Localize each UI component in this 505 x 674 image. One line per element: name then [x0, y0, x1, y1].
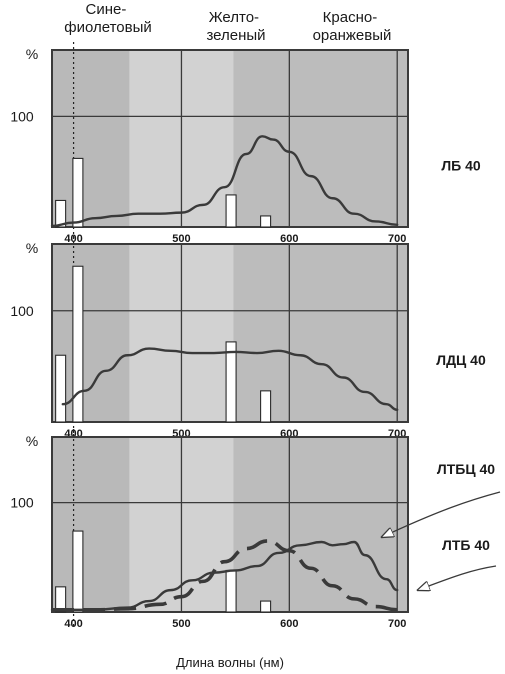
band-label-red: Красно- оранжевый	[313, 9, 392, 44]
chart-panel-3: % 100 400 500 600 700 ЛТБЦ 40 ЛТБ 40	[10, 429, 495, 630]
band-violet	[52, 50, 130, 227]
spectrum-curve	[50, 540, 399, 612]
emission-bar	[55, 199, 67, 228]
lamp-label: ЛТБЦ 40	[437, 461, 495, 477]
band-label-green-line2: зеленый	[206, 27, 265, 44]
band-label-green-line1: Желто-	[209, 9, 259, 26]
y-tick-label: 100	[10, 108, 34, 124]
band-red	[233, 50, 408, 227]
y-axis-label: %	[26, 46, 38, 62]
band-label-violet-line1: Сине-	[85, 1, 126, 18]
x-tick-label: 400	[64, 618, 82, 630]
leader-arrow-ltbc	[382, 491, 501, 537]
band-label-red-line1: Красно-	[323, 9, 378, 26]
emission-bar	[72, 530, 84, 613]
y-axis-label: %	[26, 240, 38, 256]
emission-bar	[225, 569, 237, 613]
y-tick-label: 100	[10, 495, 34, 511]
y-axis-label: %	[26, 433, 38, 449]
emission-bar	[72, 157, 84, 228]
band-label-violet-line2: фиолетовый	[64, 19, 152, 36]
emission-bar	[72, 265, 84, 423]
x-tick-label: 600	[280, 618, 298, 630]
x-tick-label: 600	[280, 233, 298, 245]
lamp-label: ЛТБ 40	[442, 537, 490, 553]
band-red	[233, 437, 408, 612]
panels: % 100 400 500 600 700 ЛБ 40% 100 400 500 600 700 ЛДЦ…	[10, 42, 495, 630]
emission-bar	[260, 390, 272, 423]
spectrum-curve	[50, 135, 399, 228]
emission-bar	[55, 354, 67, 423]
band-violet	[52, 437, 130, 612]
emission-bar	[55, 586, 67, 613]
emission-bar	[225, 194, 237, 228]
chart-panel-2: % 100 400 500 600 700 ЛДЦ 40	[10, 236, 486, 440]
lamp-label: ЛБ 40	[441, 157, 481, 173]
x-tick-label: 500	[172, 233, 190, 245]
chart-panel-1: % 100 400 500 600 700 ЛБ 40	[10, 42, 481, 245]
x-tick-label: 700	[388, 233, 406, 245]
x-tick-label: 500	[172, 618, 190, 630]
band-red	[233, 244, 408, 422]
band-label-violet: Сине- фиолетовый	[64, 1, 152, 36]
x-tick-label: 700	[388, 618, 406, 630]
leader-arrow-ltb	[418, 565, 497, 590]
spectrum-curve	[61, 347, 399, 411]
emission-bar	[225, 341, 237, 423]
x-tick-label: 400	[64, 233, 82, 245]
emission-bar	[260, 600, 272, 613]
band-label-green: Желто- зеленый	[206, 9, 265, 44]
y-tick-label: 100	[10, 303, 34, 319]
lamp-label: ЛДЦ 40	[436, 352, 486, 368]
x-axis-title: Длина волны (нм)	[176, 655, 284, 670]
annotations	[382, 491, 501, 590]
emission-bar	[260, 215, 272, 228]
band-label-red-line2: оранжевый	[313, 27, 392, 44]
